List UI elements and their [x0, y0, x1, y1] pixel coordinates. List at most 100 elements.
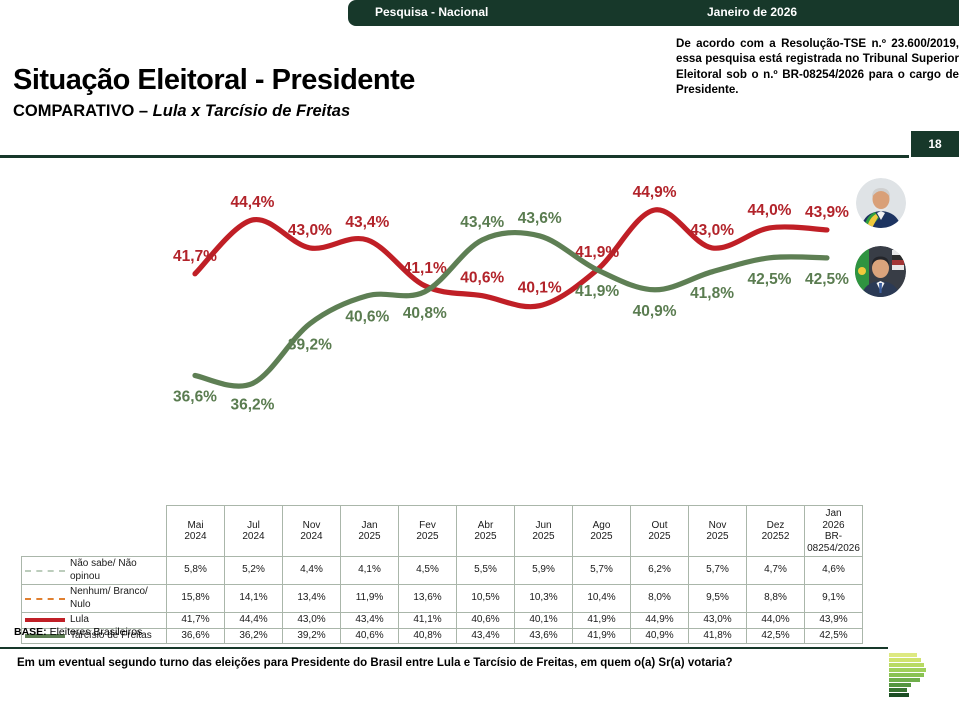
data-label: 43,9%	[805, 204, 849, 221]
table-header-cell: Mai 2024	[166, 505, 225, 557]
table-value-cell: 40,1%	[514, 612, 573, 629]
survey-scope-label: Pesquisa - Nacional	[375, 5, 489, 19]
table-value-cell: 36,6%	[166, 627, 225, 644]
table-value-cell: 11,9%	[340, 584, 399, 613]
table-value-cell: 5,5%	[456, 556, 515, 585]
legend-label: Lula	[70, 614, 89, 625]
data-label: 39,2%	[288, 337, 332, 354]
base-label: BASE:	[14, 626, 47, 638]
table-value-cell: 41,8%	[688, 627, 747, 644]
data-label: 43,0%	[690, 222, 734, 239]
title-rule	[0, 155, 909, 158]
base-value: Eleitores Brasileiros	[49, 626, 143, 638]
table-value-cell: 5,9%	[514, 556, 573, 585]
header-bar: Pesquisa - Nacional Janeiro de 2026	[348, 0, 959, 26]
table-header-cell: Ago 2025	[572, 505, 631, 557]
table-value-cell: 10,5%	[456, 584, 515, 613]
table-value-cell: 41,1%	[398, 612, 457, 629]
table-header-cell: Dez 20252	[746, 505, 805, 557]
table-value-cell: 40,6%	[340, 627, 399, 644]
legend-cell: Nenhum/ Branco/ Nulo	[21, 584, 167, 613]
parana-pesquisas-logo	[889, 653, 926, 698]
table-header-cell: Jan 2026 BR- 08254/2026	[804, 505, 863, 557]
data-label: 43,0%	[288, 222, 332, 239]
table-value-cell: 10,3%	[514, 584, 573, 613]
data-label: 40,1%	[518, 280, 562, 297]
table-header-cell: Jan 2025	[340, 505, 399, 557]
results-table: Mai 2024 Jul 2024 Nov 2024 Jan 2025 Fev 2025…	[21, 505, 863, 644]
table-value-cell: 43,0%	[688, 612, 747, 629]
table-row: Lula 41,7% 44,4% 43,0% 43,4% 41,1% 40,6% 40,1% 4…	[21, 612, 863, 629]
data-label: 43,4%	[460, 214, 504, 231]
series-line-lula	[192, 207, 830, 310]
data-label: 44,4%	[230, 194, 274, 211]
data-label: 42,5%	[805, 271, 849, 288]
tse-registration-note: De acordo com a Resolução-TSE n.º 23.600…	[676, 37, 959, 96]
data-label: 43,6%	[518, 210, 562, 227]
table-header-cell: Jun 2025	[514, 505, 573, 557]
table-value-cell: 42,5%	[746, 627, 805, 644]
data-label: 42,5%	[748, 271, 792, 288]
table-header-cell: Jul 2024	[224, 505, 283, 557]
table-row: Tarcísio de Freitas 36,6% 36,2% 39,2% 40,6% 4…	[21, 627, 863, 644]
table-value-cell: 40,9%	[630, 627, 689, 644]
table-value-cell: 15,8%	[166, 584, 225, 613]
table-header-cell: Nov 2025	[688, 505, 747, 557]
table-value-cell: 43,9%	[804, 612, 863, 629]
survey-date-label: Janeiro de 2026	[707, 5, 798, 19]
table-value-cell: 13,4%	[282, 584, 341, 613]
table-value-cell: 43,4%	[456, 627, 515, 644]
table-value-cell: 44,0%	[746, 612, 805, 629]
logo-bar	[889, 683, 911, 687]
table-value-cell: 6,2%	[630, 556, 689, 585]
table-value-cell: 43,0%	[282, 612, 341, 629]
data-label: 41,8%	[690, 285, 734, 302]
table-value-cell: 10,4%	[572, 584, 631, 613]
data-label: 44,0%	[748, 202, 792, 219]
data-label: 36,2%	[230, 396, 274, 413]
table-value-cell: 41,7%	[166, 612, 225, 629]
table-value-cell: 42,5%	[804, 627, 863, 644]
table-value-cell: 4,4%	[282, 556, 341, 585]
data-label: 40,6%	[345, 309, 389, 326]
table-header-cell: Nov 2024	[282, 505, 341, 557]
table-value-cell: 4,1%	[340, 556, 399, 585]
logo-bar	[889, 673, 924, 677]
data-label: 40,9%	[633, 303, 677, 320]
table-value-cell: 8,0%	[630, 584, 689, 613]
table-value-cell: 43,6%	[514, 627, 573, 644]
series-line-tarcisio	[192, 229, 830, 389]
logo-bar	[889, 678, 920, 682]
table-value-cell: 5,8%	[166, 556, 225, 585]
legend-label: Tarcísio de Freitas	[70, 629, 152, 641]
lula-photo	[856, 178, 906, 228]
data-label: 41,7%	[173, 248, 217, 265]
base-note: BASE: Eleitores Brasileiros	[14, 626, 142, 638]
table-value-cell: 39,2%	[282, 627, 341, 644]
legend-marker	[25, 633, 65, 638]
table-value-cell: 5,7%	[688, 556, 747, 585]
logo-bar	[889, 658, 921, 662]
table-value-cell: 14,1%	[224, 584, 283, 613]
data-label: 44,9%	[633, 184, 677, 201]
table-corner-blank	[22, 506, 167, 557]
table-value-cell: 44,9%	[630, 612, 689, 629]
table-value-cell: 5,2%	[224, 556, 283, 585]
table-header-cell: Abr 2025	[456, 505, 515, 557]
table-value-cell: 43,4%	[340, 612, 399, 629]
page-title: Situação Eleitoral - Presidente	[13, 64, 415, 96]
data-label: 40,8%	[403, 305, 447, 322]
data-label: 40,6%	[460, 270, 504, 287]
logo-bar	[889, 653, 917, 657]
table-row: Nenhum/ Branco/ Nulo 15,8% 14,1% 13,4% 11,9%…	[21, 584, 863, 613]
data-label: 41,9%	[575, 244, 619, 261]
table-value-cell: 9,1%	[804, 584, 863, 613]
logo-bar	[889, 688, 907, 692]
table-value-cell: 36,2%	[224, 627, 283, 644]
table-value-cell: 41,9%	[572, 627, 631, 644]
table-value-cell: 41,9%	[572, 612, 631, 629]
logo-bar	[889, 668, 926, 672]
table-value-cell: 44,4%	[224, 612, 283, 629]
table-value-cell: 4,5%	[398, 556, 457, 585]
legend-cell: Não sabe/ Não opinou	[21, 556, 167, 585]
